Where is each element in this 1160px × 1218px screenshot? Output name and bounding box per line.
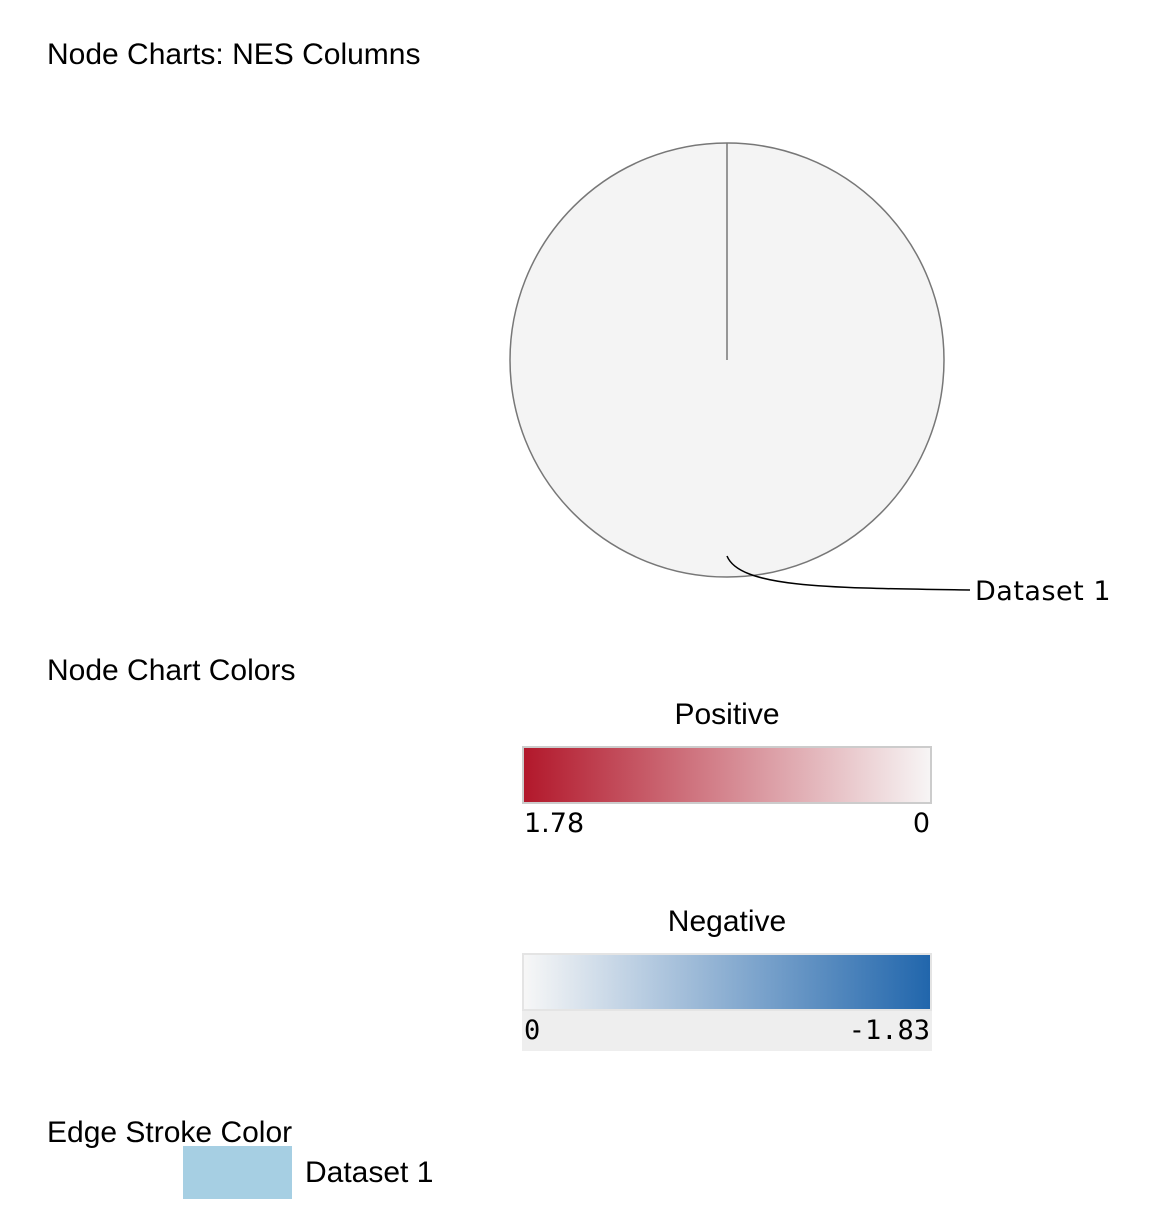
negative-color-scale: Negative 0 -1.83: [522, 901, 932, 1051]
positive-scale-min: 1.78: [524, 808, 585, 839]
positive-scale-label: Positive: [674, 698, 780, 731]
positive-scale-values: 1.78 0: [522, 804, 932, 844]
node-chart-colors-title: Node Chart Colors: [47, 654, 296, 687]
positive-gradient-bar: [522, 746, 932, 804]
negative-scale-values: 0 -1.83: [522, 1011, 932, 1051]
negative-scale-max: -1.83: [848, 1015, 930, 1046]
pie-slice-label: Dataset 1: [975, 576, 1111, 607]
positive-color-scale: Positive 1.78 0: [522, 694, 932, 844]
pie-chart: Dataset 1: [509, 142, 1111, 607]
positive-scale-max: 0: [912, 808, 930, 839]
negative-gradient-bar: [522, 953, 932, 1011]
pie-label-leader-line: [726, 555, 971, 591]
edge-legend-label: Dataset 1: [305, 1156, 434, 1189]
edge-color-swatch: [183, 1146, 292, 1199]
negative-scale-min: 0: [524, 1015, 541, 1046]
edge-stroke-color-title: Edge Stroke Color: [47, 1116, 293, 1149]
node-charts-title: Node Charts: NES Columns: [47, 38, 421, 71]
negative-scale-label: Negative: [667, 905, 787, 938]
